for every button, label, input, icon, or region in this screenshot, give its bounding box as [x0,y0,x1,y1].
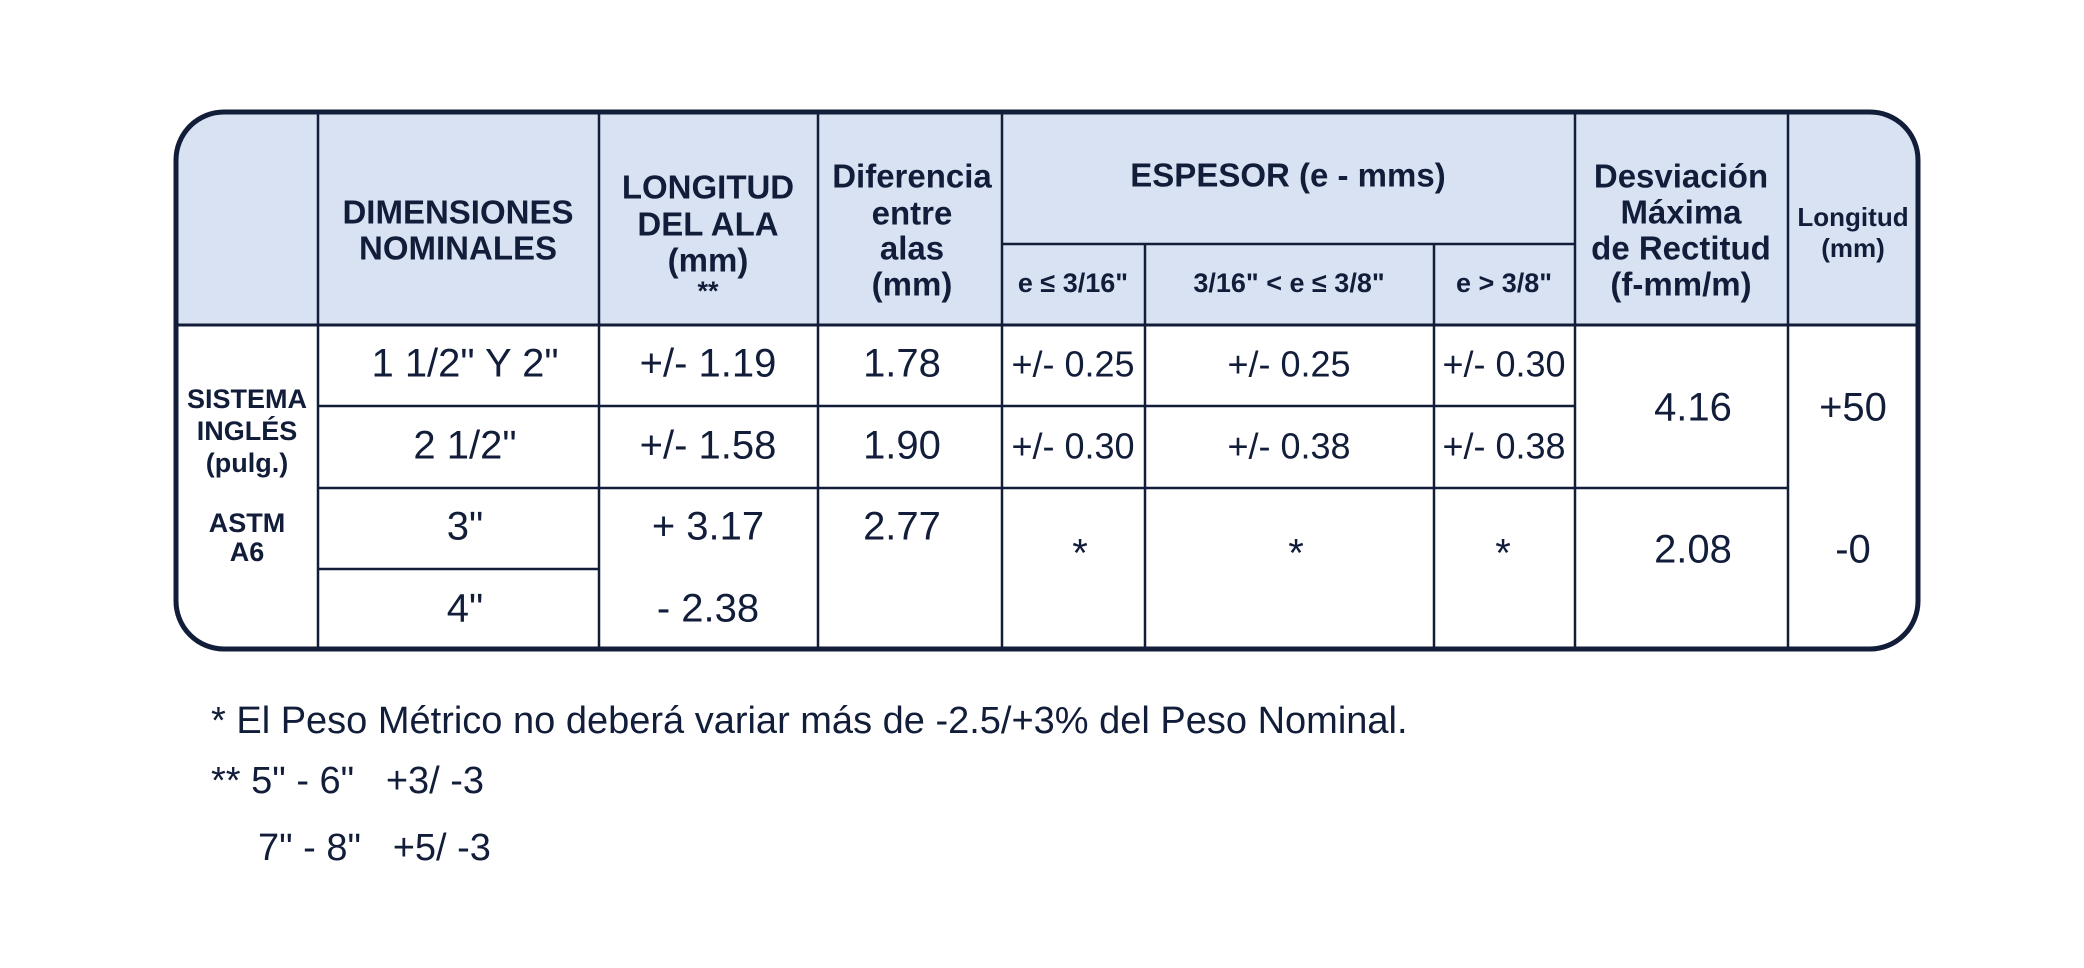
cell: 2 1/2" [413,424,516,468]
header: (f-mm/m) [1610,266,1751,303]
header: alas [880,230,944,267]
header: Desviación [1594,158,1768,195]
group-label: ASTM [209,508,286,538]
cell: * [1072,532,1088,576]
cell: +/- 0.38 [1442,426,1565,467]
cell: * [1495,532,1511,576]
header: NOMINALES [359,230,557,267]
cell: +/- 1.58 [640,424,777,468]
cell: +/- 1.19 [640,342,777,386]
header: Máxima [1620,194,1742,231]
header: Longitud [1797,202,1908,232]
cell: 2.77 [863,505,941,549]
header: entre [872,195,953,232]
cell: 1.90 [863,424,941,468]
footnote: ** 5" - 6" +3/ -3 [211,760,484,802]
header: de Rectitud [1591,230,1771,267]
subheader: 3/16" < e ≤ 3/8" [1193,268,1384,298]
cell: +/- 0.38 [1227,426,1350,467]
group-label: INGLÉS [197,415,298,446]
header: (mm) [872,266,953,303]
cell: + 3.17 [652,505,764,549]
header: LONGITUD [622,169,794,206]
header: DEL ALA [637,206,778,243]
header: (mm) [1821,233,1885,263]
group-label: SISTEMA [187,384,307,414]
header-background [176,112,1918,325]
cell: - 2.38 [657,587,759,631]
cell: 4" [447,587,483,631]
cell: +/- 0.25 [1227,344,1350,385]
header: ** [697,276,719,306]
cell: 4.16 [1654,386,1732,430]
subheader: e > 3/8" [1456,268,1552,298]
header: ESPESOR (e - mms) [1130,157,1445,194]
cell: -0 [1835,528,1871,572]
footnote: 7" - 8" +5/ -3 [258,827,491,869]
header: DIMENSIONES [342,194,573,231]
table-body [176,112,1918,649]
cell: +/- 0.30 [1442,344,1565,385]
cell: * [1288,532,1304,576]
cell: +/- 0.25 [1011,344,1134,385]
cell: +/- 0.30 [1011,426,1134,467]
cell: +50 [1819,386,1887,430]
footnote: * El Peso Métrico no deberá variar más d… [211,700,1408,742]
cell: 2.08 [1654,528,1732,572]
subheader: e ≤ 3/16" [1018,268,1128,298]
cell: 1.78 [863,342,941,386]
group-label: (pulg.) [206,448,288,478]
header: Diferencia [832,158,992,195]
cell: 3" [447,505,483,549]
header: (mm) [668,242,749,279]
table-border [173,109,1921,652]
group-label: A6 [230,537,265,567]
cell: 1 1/2" Y 2" [371,342,558,386]
